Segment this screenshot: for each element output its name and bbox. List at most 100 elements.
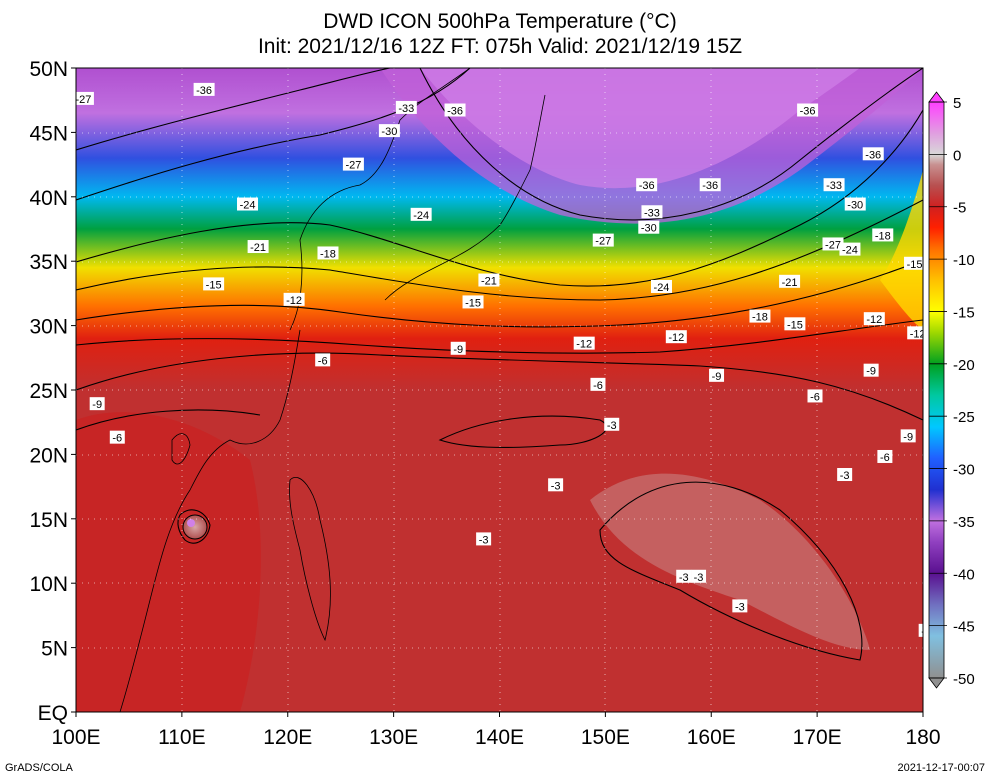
isotherm-label: -36 bbox=[800, 106, 816, 118]
isotherm-label: -27 bbox=[595, 236, 611, 248]
colorbar-label: -35 bbox=[953, 514, 975, 531]
isotherm-label: -36 bbox=[865, 149, 881, 161]
isotherm-label: -21 bbox=[481, 276, 497, 288]
colorbar-label: -30 bbox=[953, 462, 975, 479]
isotherm-label-bg bbox=[839, 242, 861, 256]
isotherm-label-bg bbox=[900, 429, 916, 443]
colorbar-label: -10 bbox=[953, 252, 975, 269]
colorbar-scale bbox=[928, 101, 945, 679]
isotherm-line bbox=[177, 509, 211, 544]
isotherm-label-bg bbox=[732, 599, 748, 613]
isotherm-label-bg bbox=[676, 569, 692, 583]
isotherm-label: -3 bbox=[840, 470, 850, 482]
isotherm-label: -33 bbox=[398, 103, 414, 115]
red-region-west bbox=[76, 412, 261, 712]
isotherm-label: -3 bbox=[679, 572, 689, 584]
isotherm-label-bg bbox=[650, 279, 672, 293]
isotherm-label-bg bbox=[837, 468, 853, 482]
isotherm-label: -15 bbox=[465, 297, 481, 309]
lon-label: 180 bbox=[905, 726, 940, 749]
isotherm-line bbox=[76, 409, 261, 431]
lat-label: 15N bbox=[29, 509, 68, 532]
isotherm-label: -36 bbox=[447, 106, 463, 118]
lat-label: 45N bbox=[29, 122, 68, 145]
latitude-axis: EQ 5N 10N 15N 20N 25N 30N 35N 40N 45N 50N bbox=[29, 58, 76, 725]
isotherm-label: -12 bbox=[576, 339, 592, 351]
lon-label: 140E bbox=[475, 726, 524, 749]
isotherm-label-bg bbox=[636, 178, 658, 192]
isotherm-label-bg bbox=[548, 478, 564, 492]
isotherm-label-bg bbox=[822, 237, 844, 251]
lat-label: 5N bbox=[41, 638, 68, 661]
isotherm-label: -18 bbox=[875, 230, 891, 242]
lon-label: 150E bbox=[581, 726, 630, 749]
isotherm-label: -24 bbox=[413, 210, 429, 222]
isotherm-label: -27 bbox=[75, 94, 91, 106]
isotherm-label-bg bbox=[797, 103, 819, 117]
isotherm-label-bg bbox=[872, 228, 894, 242]
isotherm-label: -30 bbox=[847, 200, 863, 212]
isotherm-label: -33 bbox=[826, 180, 842, 192]
isotherm-label-bg bbox=[315, 353, 331, 367]
isotherm-label: -3 bbox=[551, 480, 561, 492]
isotherm-label: -18 bbox=[320, 248, 336, 260]
isotherm-label-bg bbox=[699, 178, 721, 192]
plot-area: -36-27-33 -36 -36-30-36-27-36 -36 -33-24 -30-… bbox=[75, 68, 931, 712]
colorbar-label: -25 bbox=[953, 409, 975, 426]
isotherm-label-bg bbox=[444, 103, 466, 117]
isotherm-label: -24 bbox=[240, 200, 256, 212]
isotherm-label-bg bbox=[590, 377, 606, 391]
colorbar-label: -15 bbox=[953, 304, 975, 321]
isotherm-label-bg bbox=[237, 197, 259, 211]
isotherm-label: -9 bbox=[712, 371, 722, 383]
lat-label: 25N bbox=[29, 380, 68, 403]
isotherm-label: -24 bbox=[842, 245, 858, 257]
map-title: DWD ICON 500hPa Temperature (°C) bbox=[323, 10, 677, 33]
lat-label: 35N bbox=[29, 251, 68, 274]
isotherm-label: -3 bbox=[607, 420, 617, 432]
coastline-asia bbox=[119, 329, 301, 712]
isotherm-label-bg bbox=[342, 157, 364, 171]
isotherm-label-bg bbox=[784, 317, 806, 331]
isotherm-line bbox=[599, 481, 863, 661]
colorbar-label: -20 bbox=[953, 357, 975, 374]
isotherm-label: -30 bbox=[641, 223, 657, 235]
isotherm-line bbox=[76, 199, 923, 301]
lat-label: 30N bbox=[29, 316, 68, 339]
coastline-taiwan bbox=[171, 433, 191, 465]
isotherm-label-bg bbox=[779, 274, 801, 288]
isotherm-label: -21 bbox=[782, 277, 798, 289]
isotherm-label: -3 bbox=[921, 626, 931, 638]
isotherm-label-bg bbox=[604, 417, 620, 431]
colorbar-label: -50 bbox=[953, 671, 975, 688]
colorbar-label: -5 bbox=[953, 200, 966, 217]
coastlines bbox=[119, 68, 546, 712]
isotherm-line bbox=[419, 68, 923, 221]
lat-label: 10N bbox=[29, 573, 68, 596]
lat-label: 20N bbox=[29, 444, 68, 467]
isotherm-label: -6 bbox=[880, 452, 890, 464]
isotherm-label: -3 bbox=[479, 534, 489, 546]
isotherm-label-bg bbox=[89, 397, 105, 411]
isotherm-label-bg bbox=[691, 569, 707, 583]
isotherm-label-bg bbox=[203, 277, 225, 291]
isotherm-line bbox=[438, 415, 607, 448]
isotherm-line bbox=[76, 352, 923, 421]
isotherm-label: -12 bbox=[866, 314, 882, 326]
warm-region bbox=[590, 473, 870, 650]
isotherm-label-bg bbox=[749, 309, 771, 323]
isotherm-label: -6 bbox=[112, 433, 122, 445]
isotherm-label-bg bbox=[283, 292, 305, 306]
coastline-asia bbox=[289, 68, 471, 331]
lon-label: 110E bbox=[158, 726, 206, 749]
isotherm-label: -36 bbox=[702, 180, 718, 192]
coastline-philippines bbox=[289, 477, 331, 642]
lon-label: 120E bbox=[263, 726, 312, 749]
isotherm-label: -12 bbox=[286, 295, 302, 307]
isotherm-label: -18 bbox=[752, 312, 768, 324]
typhoon-eye bbox=[187, 519, 195, 527]
isotherm-label: -21 bbox=[250, 242, 266, 254]
isotherm-label-bg bbox=[395, 100, 417, 114]
isotherm-label: -36 bbox=[639, 180, 655, 192]
lon-label: 170E bbox=[793, 726, 842, 749]
